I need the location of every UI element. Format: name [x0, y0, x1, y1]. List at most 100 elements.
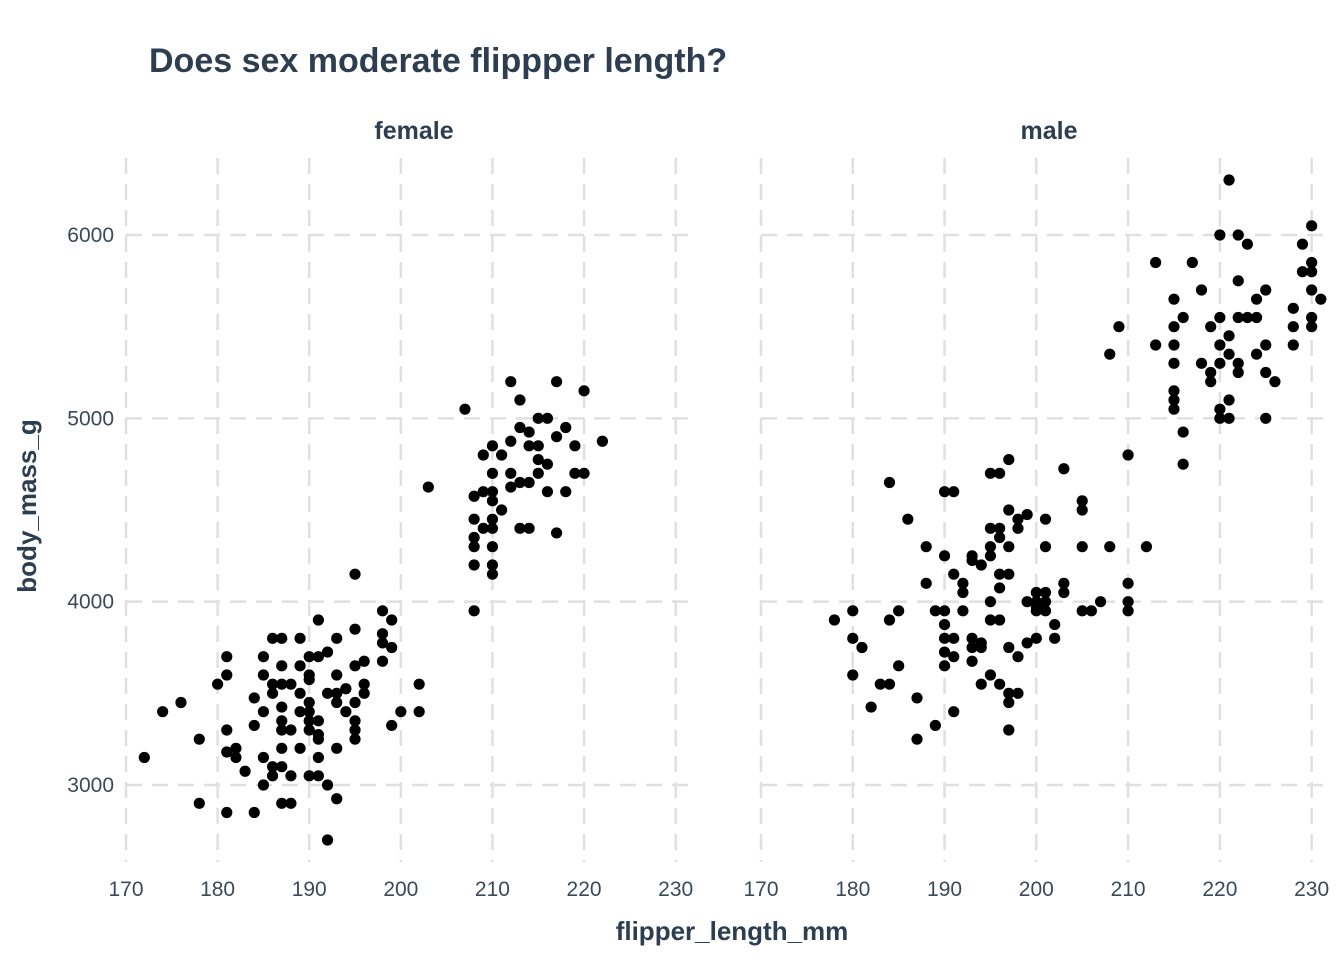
data-point [193, 797, 205, 809]
data-point [1076, 605, 1088, 617]
data-point [285, 678, 297, 690]
data-point [994, 467, 1006, 479]
data-point [1269, 376, 1281, 388]
facet-panel-male: male 170 180 190 200 210 220 230 [743, 117, 1330, 901]
data-point [468, 531, 480, 544]
data-point [257, 651, 270, 663]
data-point [221, 669, 233, 681]
data-point [948, 568, 960, 580]
data-point [221, 746, 233, 758]
data-point [1250, 293, 1263, 305]
data-point [984, 541, 997, 553]
data-point [1223, 330, 1235, 342]
data-point [541, 412, 554, 424]
data-point [276, 761, 288, 773]
data-point [321, 646, 334, 658]
data-point [1296, 238, 1309, 250]
data-point [1260, 284, 1272, 296]
data-point [550, 431, 563, 443]
data-point [847, 605, 859, 617]
data-point [496, 449, 508, 461]
data-point [975, 678, 987, 690]
data-point [331, 669, 343, 681]
data-point [340, 706, 352, 718]
x-tick-label: 180 [835, 878, 870, 901]
data-point [312, 751, 324, 764]
data-point [1021, 637, 1033, 649]
data-point [468, 559, 480, 571]
data-point [994, 522, 1006, 534]
y-tick-label: 5000 [67, 407, 114, 430]
x-axis-title: flipper_length_mm [616, 916, 849, 946]
data-point [929, 719, 941, 732]
data-point [1012, 522, 1024, 534]
data-point [1232, 357, 1244, 369]
data-point [257, 751, 270, 764]
data-point [1030, 632, 1042, 644]
data-point [1214, 229, 1226, 241]
data-point [230, 751, 242, 764]
data-point [303, 724, 315, 736]
data-point [1058, 577, 1070, 589]
data-point [1003, 696, 1015, 709]
data-point [1003, 687, 1015, 699]
data-point [422, 481, 434, 493]
data-point [386, 719, 398, 732]
data-point [505, 435, 517, 447]
data-point [276, 678, 288, 690]
data-point [468, 605, 480, 617]
data-point [1049, 632, 1061, 644]
data-point [486, 495, 499, 507]
data-point [874, 678, 886, 690]
data-point [331, 793, 343, 805]
data-point [413, 706, 425, 718]
data-point [349, 568, 361, 580]
data-point [1168, 385, 1180, 397]
data-point [257, 706, 270, 718]
data-point [929, 605, 941, 617]
data-point [331, 632, 343, 644]
data-point [303, 770, 315, 782]
data-point [303, 715, 315, 727]
data-point [560, 421, 572, 434]
data-point [957, 605, 969, 617]
data-point [276, 632, 288, 644]
facet-label-male: male [1021, 117, 1078, 145]
data-point [468, 541, 480, 553]
data-point [966, 632, 978, 644]
data-point [1058, 463, 1070, 475]
data-point [957, 577, 969, 589]
data-point [938, 646, 951, 658]
data-point [312, 715, 324, 727]
data-point [486, 568, 499, 580]
data-point [902, 513, 914, 525]
data-point [1003, 568, 1015, 580]
data-point [477, 522, 489, 534]
data-point [303, 651, 315, 663]
chart-title: Does sex moderate flippper length? [149, 42, 727, 80]
data-point [1094, 596, 1107, 608]
data-point [938, 632, 951, 644]
data-point [856, 641, 868, 654]
data-point [486, 559, 499, 571]
data-point [266, 770, 279, 782]
x-tick-label: 190 [292, 878, 327, 901]
data-point [505, 481, 517, 493]
data-point [1049, 618, 1061, 631]
data-point [966, 641, 978, 654]
data-point [266, 678, 279, 690]
data-point [1122, 449, 1134, 461]
data-point [1232, 366, 1244, 379]
data-point [1177, 426, 1189, 438]
data-point [1214, 412, 1226, 424]
data-point [865, 701, 877, 713]
data-points-female [138, 376, 608, 846]
data-point [938, 605, 951, 617]
data-point [1287, 302, 1299, 314]
data-point [1241, 311, 1254, 324]
data-point [221, 806, 233, 819]
data-point [966, 655, 978, 667]
data-point [957, 586, 969, 599]
data-point [984, 522, 997, 534]
